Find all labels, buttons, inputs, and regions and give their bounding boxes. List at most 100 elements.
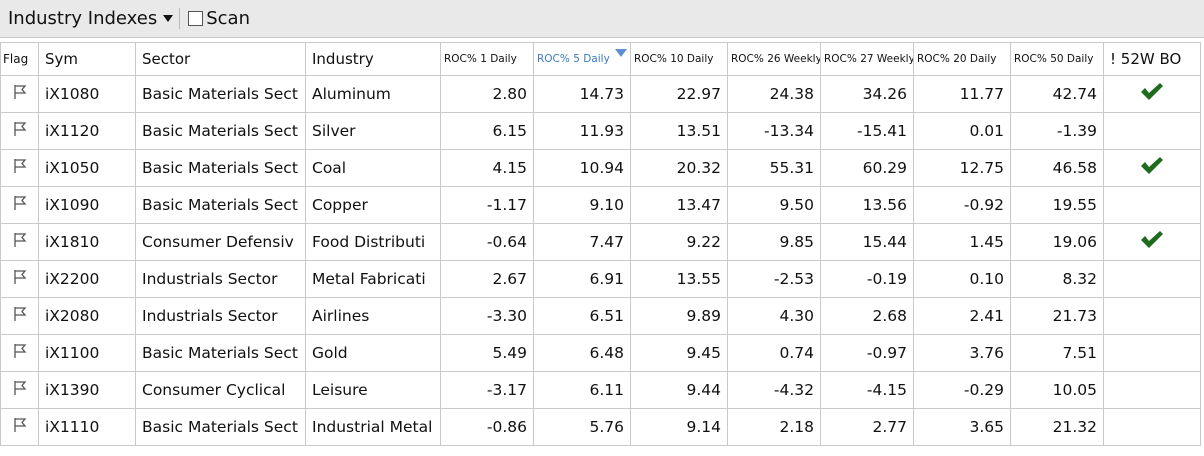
table-row[interactable]: iX1810 Consumer Defensiv Food Distributi -0… [0, 223, 1201, 261]
flag-shape [13, 233, 26, 247]
flag-cell[interactable] [0, 75, 39, 113]
roc-cell: -3.30 [440, 297, 534, 335]
flag-cell[interactable] [0, 186, 39, 224]
table-row[interactable]: iX1120 Basic Materials Sect Silver 6.15 11.9… [0, 112, 1201, 150]
industry-cell: Silver [305, 112, 441, 150]
flag-shape [13, 85, 26, 99]
table-body: iX1080 Basic Materials Sect Aluminum 2.80 14… [0, 75, 1201, 446]
roc-cell: 22.97 [630, 75, 728, 113]
breakout-cell [1103, 408, 1201, 446]
flag-cell[interactable] [0, 112, 39, 150]
sector-cell: Consumer Cyclical [135, 371, 306, 409]
check-shape [1141, 231, 1163, 248]
roc-cell: 9.22 [630, 223, 728, 261]
industry-cell: Gold [305, 334, 441, 372]
roc-cell: 2.41 [913, 297, 1011, 335]
table-row[interactable]: iX2200 Industrials Sector Metal Fabricati 2… [0, 260, 1201, 298]
breakout-cell [1103, 75, 1201, 113]
roc-cell: 24.38 [727, 75, 821, 113]
roc-cell: 4.15 [440, 149, 534, 187]
flag-cell[interactable] [0, 297, 39, 335]
check-shape [1141, 157, 1163, 174]
flag-cell[interactable] [0, 223, 39, 261]
column-header[interactable]: Sector [135, 42, 306, 76]
roc-cell: 6.91 [533, 260, 631, 298]
roc-cell: 5.76 [533, 408, 631, 446]
roc-cell: 7.51 [1010, 334, 1104, 372]
table-row[interactable]: iX1100 Basic Materials Sect Gold 5.49 6.48 9.… [0, 334, 1201, 372]
roc-cell: -1.17 [440, 186, 534, 224]
roc-cell: 55.31 [727, 149, 821, 187]
flag-cell[interactable] [0, 408, 39, 446]
sector-cell: Basic Materials Sect [135, 75, 306, 113]
symbol-cell: iX2200 [38, 260, 136, 298]
roc-cell: 13.55 [630, 260, 728, 298]
column-header[interactable]: ROC% 1 Daily [440, 42, 534, 76]
industry-cell: Coal [305, 149, 441, 187]
symbol-cell: iX1110 [38, 408, 136, 446]
roc-cell: 46.58 [1010, 149, 1104, 187]
toolbar: Industry Indexes Scan [0, 0, 1204, 38]
column-header[interactable]: ROC% 5 Daily [533, 42, 631, 76]
roc-cell: -4.15 [820, 371, 914, 409]
table-row[interactable]: iX1050 Basic Materials Sect Coal 4.15 10.94 2… [0, 149, 1201, 187]
checkbox-label: Scan [206, 8, 250, 29]
roc-cell: 42.74 [1010, 75, 1104, 113]
roc-cell: 21.32 [1010, 408, 1104, 446]
table-row[interactable]: iX1080 Basic Materials Sect Aluminum 2.80 14… [0, 75, 1201, 113]
roc-cell: 21.73 [1010, 297, 1104, 335]
flag-shape [13, 270, 26, 284]
flag-icon [13, 85, 26, 99]
roc-cell: 2.68 [820, 297, 914, 335]
flag-icon [13, 381, 26, 395]
flag-icon [13, 270, 26, 284]
column-header[interactable]: ROC% 27 Weekly [820, 42, 914, 76]
breakout-check [1141, 157, 1163, 174]
flag-icon [13, 159, 26, 173]
roc-cell: 14.73 [533, 75, 631, 113]
flag-cell[interactable] [0, 371, 39, 409]
flag-shape [13, 196, 26, 210]
roc-cell: 0.01 [913, 112, 1011, 150]
sector-cell: Basic Materials Sect [135, 186, 306, 224]
column-header[interactable]: ROC% 50 Daily [1010, 42, 1104, 76]
flag-cell[interactable] [0, 260, 39, 298]
table-row[interactable]: iX1090 Basic Materials Sect Copper -1.17 9.1… [0, 186, 1201, 224]
flag-shape [13, 122, 26, 136]
index-dropdown[interactable]: Industry Indexes [8, 8, 181, 29]
flag-shape [13, 418, 26, 432]
roc-cell: 0.10 [913, 260, 1011, 298]
table-row[interactable]: iX2080 Industrials Sector Airlines -3.30 6.5… [0, 297, 1201, 335]
column-header[interactable]: ROC% 10 Daily [630, 42, 728, 76]
flag-cell[interactable] [0, 149, 39, 187]
industry-cell: Aluminum [305, 75, 441, 113]
scan-checkbox[interactable]: Scan [188, 8, 250, 29]
flag-cell[interactable] [0, 334, 39, 372]
column-header[interactable]: ! 52W BO [1103, 42, 1201, 76]
check-shape [1141, 83, 1163, 100]
industry-cell: Airlines [305, 297, 441, 335]
breakout-cell [1103, 371, 1201, 409]
column-header[interactable]: ROC% 26 Weekly [727, 42, 821, 76]
breakout-cell [1103, 260, 1201, 298]
roc-cell: 9.44 [630, 371, 728, 409]
table-row[interactable]: iX1110 Basic Materials Sect Industrial Met… [0, 408, 1201, 446]
column-header[interactable]: Industry [305, 42, 441, 76]
sector-cell: Basic Materials Sect [135, 408, 306, 446]
symbol-cell: iX1810 [38, 223, 136, 261]
flag-shape [13, 159, 26, 173]
table-row[interactable]: iX1390 Consumer Cyclical Leisure -3.17 6.11 9… [0, 371, 1201, 409]
roc-cell: 15.44 [820, 223, 914, 261]
column-header[interactable]: Sym [38, 42, 136, 76]
sector-cell: Industrials Sector [135, 260, 306, 298]
industry-cell: Leisure [305, 371, 441, 409]
flag-icon [13, 344, 26, 358]
column-header[interactable]: ROC% 20 Daily [913, 42, 1011, 76]
symbol-cell: iX1390 [38, 371, 136, 409]
column-header[interactable]: Flag [0, 42, 39, 76]
flag-icon [13, 307, 26, 321]
data-table: Flag Sym Sector Industry ROC% 1 Daily ROC% 5 … [0, 42, 1201, 446]
sector-cell: Consumer Defensiv [135, 223, 306, 261]
roc-cell: 7.47 [533, 223, 631, 261]
